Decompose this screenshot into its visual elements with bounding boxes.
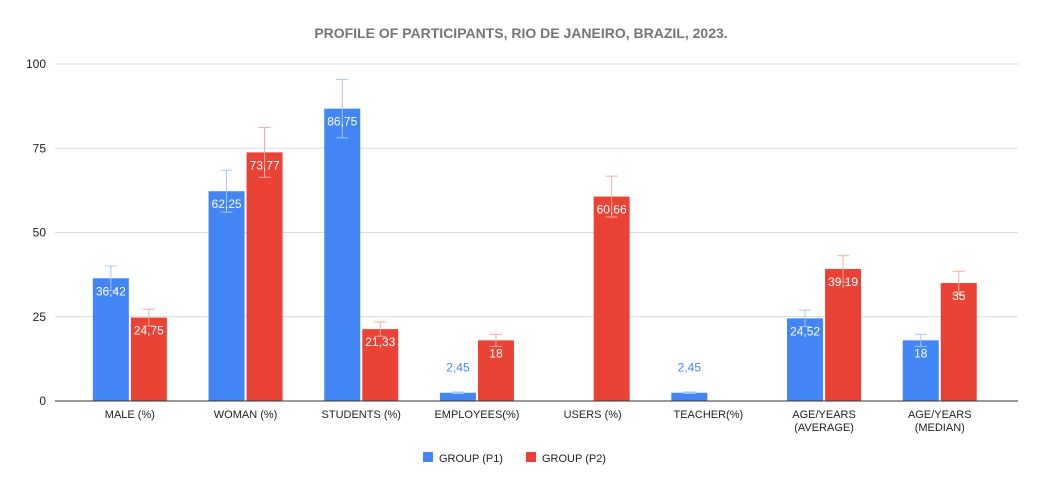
y-tick-label: 25 <box>33 310 47 324</box>
bar-p1 <box>902 340 939 401</box>
data-label: 18 <box>914 346 928 360</box>
bar-p2 <box>825 268 862 401</box>
bar-p1 <box>787 318 824 401</box>
data-label: 24,75 <box>134 324 164 338</box>
bar-p1 <box>671 392 708 401</box>
data-label: 2,45 <box>446 361 470 375</box>
data-label: 36,42 <box>96 284 126 298</box>
y-tick-label: 75 <box>33 141 47 155</box>
bar-p2 <box>940 283 977 401</box>
data-label: 62,25 <box>212 197 242 211</box>
bar-p2 <box>362 329 399 401</box>
x-tick-label: TEACHER(%) <box>674 409 744 421</box>
x-tick-label: USERS (%) <box>564 409 622 421</box>
bar-p2 <box>130 317 167 401</box>
data-label: 60,66 <box>597 203 627 217</box>
data-label: 21,33 <box>365 335 395 349</box>
legend-label: GROUP (P2) <box>542 453 606 465</box>
data-label: 39,19 <box>828 275 858 289</box>
legend-label: GROUP (P1) <box>439 453 503 465</box>
x-tick-label: (MEDIAN) <box>915 422 965 434</box>
bar-p1 <box>208 191 245 401</box>
bar-p2 <box>593 196 630 401</box>
data-label: 35 <box>952 289 966 303</box>
legend-swatch <box>526 452 536 462</box>
legend-swatch <box>423 452 433 462</box>
data-label: 18 <box>489 346 503 360</box>
x-tick-label: WOMAN (%) <box>214 409 278 421</box>
y-tick-label: 50 <box>33 226 47 240</box>
x-tick-label: MALE (%) <box>105 409 155 421</box>
data-label: 86,75 <box>327 115 357 129</box>
data-label: 24,52 <box>790 324 820 338</box>
x-tick-label: STUDENTS (%) <box>322 409 401 421</box>
bar-p2 <box>477 340 514 401</box>
data-label: 73,77 <box>250 158 280 172</box>
bar-p2 <box>246 152 283 401</box>
x-tick-label: (AVERAGE) <box>794 422 854 434</box>
x-tick-label: AGE/YEARS <box>792 409 856 421</box>
bar-p1 <box>324 108 361 401</box>
data-label: 2,45 <box>678 361 702 375</box>
bar-p1 <box>439 392 476 401</box>
y-tick-label: 0 <box>39 394 46 408</box>
x-tick-label: EMPLOYEES(%) <box>434 409 519 421</box>
x-tick-label: AGE/YEARS <box>908 409 972 421</box>
y-tick-label: 100 <box>26 57 46 71</box>
bar-p1 <box>92 278 129 401</box>
chart-title: PROFILE OF PARTICIPANTS, RIO DE JANEIRO,… <box>314 25 727 41</box>
